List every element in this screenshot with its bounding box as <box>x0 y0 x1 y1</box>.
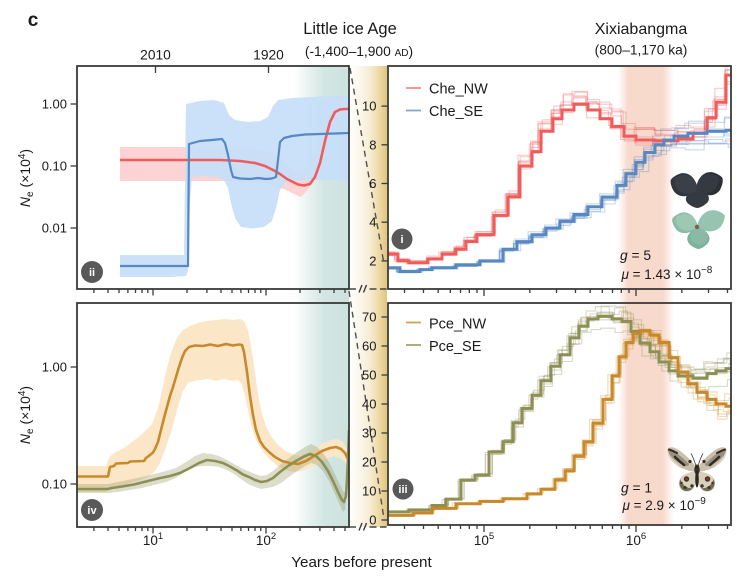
svg-text:2010: 2010 <box>140 48 171 63</box>
svg-text:(-1,400–1,900 AD): (-1,400–1,900 AD) <box>305 44 413 59</box>
svg-text:4: 4 <box>369 215 376 230</box>
svg-text:Xixiabangma: Xixiabangma <box>595 21 688 38</box>
svg-text:Che_SE: Che_SE <box>429 104 483 120</box>
svg-text:60: 60 <box>362 339 376 354</box>
svg-text:c: c <box>28 10 39 31</box>
svg-text:Years before present: Years before present <box>291 554 432 571</box>
svg-text:μ = 1.43 × 10−8: μ = 1.43 × 10−8 <box>621 265 713 282</box>
svg-text:g = 1: g = 1 <box>621 481 652 496</box>
svg-text:Pce_SE: Pce_SE <box>429 339 482 355</box>
svg-text:Pce_NW: Pce_NW <box>429 317 487 333</box>
svg-text:Che_NW: Che_NW <box>429 82 488 98</box>
svg-text:g = 5: g = 5 <box>620 248 651 263</box>
svg-text:μ = 2.9 × 10−9: μ = 2.9 × 10−9 <box>622 496 707 513</box>
svg-text:50: 50 <box>362 368 376 383</box>
svg-text:(800–1,170 ka): (800–1,170 ka) <box>595 43 688 58</box>
svg-text:10: 10 <box>362 484 376 499</box>
svg-text:Little ice Age: Little ice Age <box>303 20 397 38</box>
svg-text:0.10: 0.10 <box>42 477 67 492</box>
svg-text:ii: ii <box>89 267 95 279</box>
svg-text:1.00: 1.00 <box>42 360 67 375</box>
svg-text:Ne (×104): Ne (×104) <box>17 386 36 444</box>
svg-text:2: 2 <box>369 253 376 268</box>
svg-text:Ne (×104): Ne (×104) <box>17 149 36 207</box>
svg-text:iii: iii <box>398 484 407 496</box>
svg-text:iv: iv <box>87 505 97 517</box>
svg-text:1.00: 1.00 <box>42 97 67 112</box>
svg-text:1920: 1920 <box>253 48 284 63</box>
svg-text:10: 10 <box>362 99 376 114</box>
svg-text:6: 6 <box>369 176 376 191</box>
svg-text:0: 0 <box>369 513 376 528</box>
svg-text:20: 20 <box>362 455 376 470</box>
svg-text:30: 30 <box>362 426 376 441</box>
svg-text:0.10: 0.10 <box>42 159 67 174</box>
svg-text:70: 70 <box>362 310 376 325</box>
svg-text:40: 40 <box>362 397 376 412</box>
svg-text:0.01: 0.01 <box>42 221 67 236</box>
svg-text:i: i <box>400 234 403 246</box>
svg-text:8: 8 <box>369 137 376 152</box>
